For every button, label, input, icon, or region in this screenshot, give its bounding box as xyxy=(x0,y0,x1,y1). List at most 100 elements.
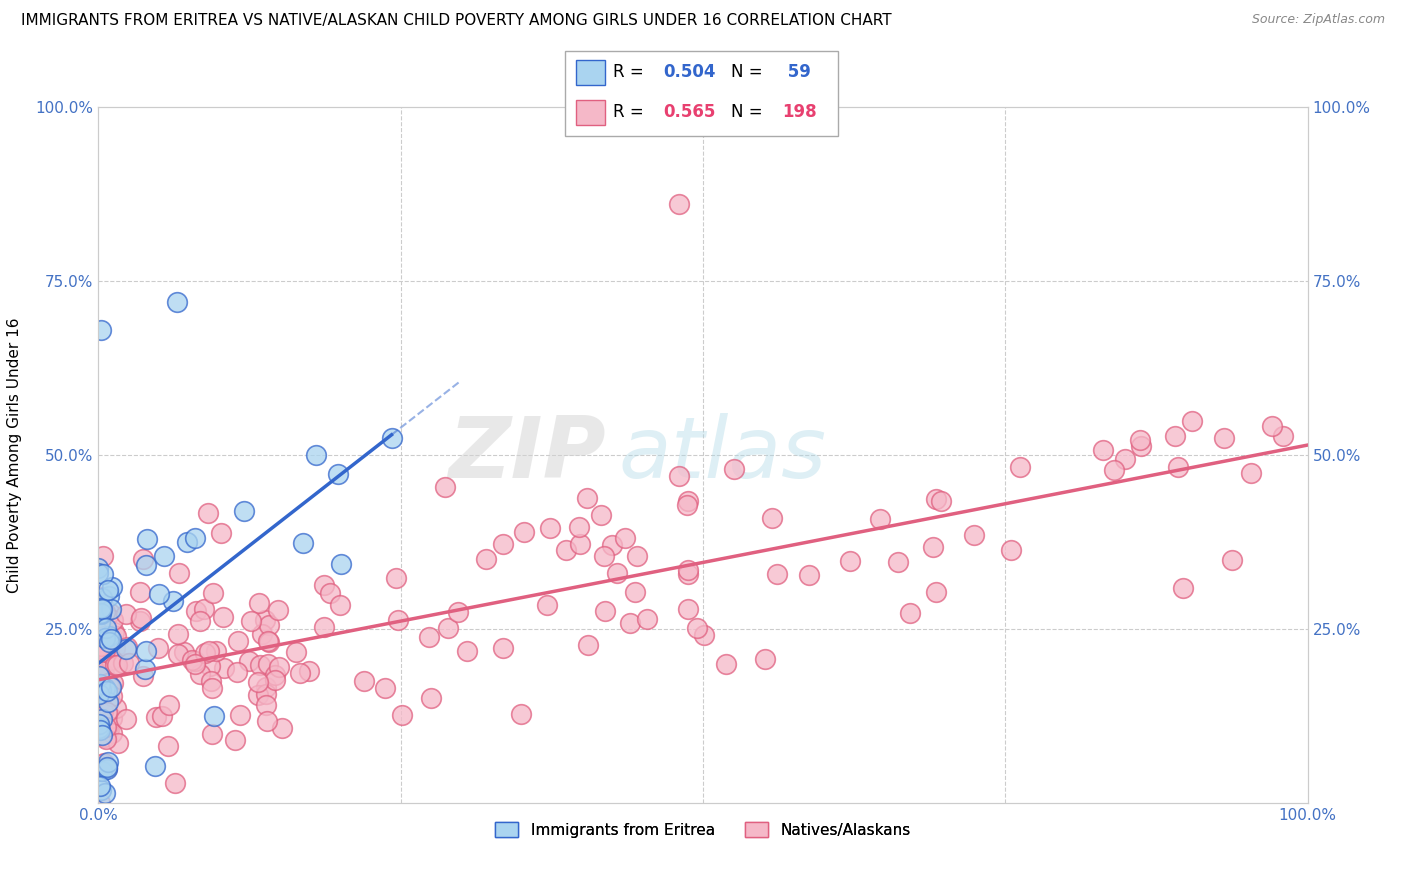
Point xyxy=(1114,451,1136,466)
Point xyxy=(184,604,207,618)
Point xyxy=(433,480,456,494)
Point xyxy=(118,656,141,670)
Point xyxy=(1261,418,1284,433)
Point xyxy=(181,653,204,667)
Point xyxy=(167,626,190,640)
Point xyxy=(163,775,186,789)
Point xyxy=(90,693,112,707)
Text: N =: N = xyxy=(731,63,768,81)
Point xyxy=(257,657,280,672)
Point xyxy=(593,604,616,618)
Point xyxy=(963,527,986,541)
Point xyxy=(184,657,207,672)
Point xyxy=(1164,429,1187,443)
Point xyxy=(148,587,170,601)
Point xyxy=(90,683,112,698)
Bar xyxy=(576,60,605,85)
Point xyxy=(723,462,745,476)
Point xyxy=(589,508,612,523)
Point xyxy=(188,614,211,628)
Point xyxy=(90,605,112,619)
Point xyxy=(202,586,225,600)
Point xyxy=(98,691,121,706)
Point xyxy=(686,621,709,635)
Point xyxy=(91,757,114,772)
Text: 198: 198 xyxy=(782,103,817,121)
Point xyxy=(91,764,114,778)
Point xyxy=(89,779,111,793)
Point xyxy=(97,676,120,690)
Point xyxy=(1171,582,1194,596)
Point xyxy=(132,552,155,566)
Point xyxy=(91,567,114,582)
Point xyxy=(90,607,112,621)
Point xyxy=(676,563,699,577)
Point xyxy=(128,614,150,628)
Point xyxy=(254,613,277,627)
Point xyxy=(96,760,118,774)
Point xyxy=(89,615,111,629)
Point xyxy=(135,558,157,573)
Point xyxy=(922,540,945,554)
Point xyxy=(538,521,561,535)
Point xyxy=(90,707,112,722)
Point xyxy=(91,549,114,563)
Point xyxy=(238,654,260,668)
Point xyxy=(114,642,136,657)
Point xyxy=(626,549,648,564)
Point xyxy=(212,609,235,624)
Point xyxy=(91,704,114,718)
Point xyxy=(536,598,558,612)
Point xyxy=(89,796,111,810)
Point xyxy=(285,645,308,659)
Point xyxy=(264,673,287,687)
Point xyxy=(754,652,776,666)
Point xyxy=(135,533,157,547)
Point xyxy=(257,617,280,632)
Point xyxy=(91,601,114,615)
Point xyxy=(1000,542,1022,557)
Point xyxy=(1129,439,1152,453)
Point xyxy=(246,675,269,690)
Text: N =: N = xyxy=(731,103,768,121)
Point xyxy=(96,706,118,720)
Point xyxy=(198,644,221,658)
Point xyxy=(167,647,190,661)
Point xyxy=(90,664,112,678)
Point xyxy=(606,566,628,580)
Point xyxy=(93,629,115,643)
Point xyxy=(107,736,129,750)
Point xyxy=(87,663,110,677)
Point xyxy=(202,709,225,723)
Point xyxy=(94,720,117,734)
Point xyxy=(97,582,120,597)
Point xyxy=(100,680,122,694)
Point xyxy=(89,723,111,737)
Point xyxy=(115,607,138,622)
Point xyxy=(87,561,110,575)
Point xyxy=(197,506,219,520)
Point xyxy=(101,580,124,594)
Point xyxy=(678,566,700,581)
Point xyxy=(291,536,314,550)
Bar xyxy=(576,100,605,125)
Point xyxy=(436,621,458,635)
Point xyxy=(94,632,117,646)
Point xyxy=(184,654,207,668)
Point xyxy=(353,674,375,689)
Point xyxy=(925,584,948,599)
Point xyxy=(90,701,112,715)
Point xyxy=(925,491,948,506)
Point xyxy=(510,706,533,721)
Point xyxy=(194,646,217,660)
Point xyxy=(676,602,699,616)
Point xyxy=(90,716,112,731)
Point xyxy=(128,584,150,599)
Point xyxy=(87,635,110,649)
Point xyxy=(256,714,278,729)
Point xyxy=(193,602,215,616)
Point xyxy=(91,591,114,605)
Point xyxy=(94,731,117,746)
Point xyxy=(94,730,117,744)
Point xyxy=(101,725,124,739)
